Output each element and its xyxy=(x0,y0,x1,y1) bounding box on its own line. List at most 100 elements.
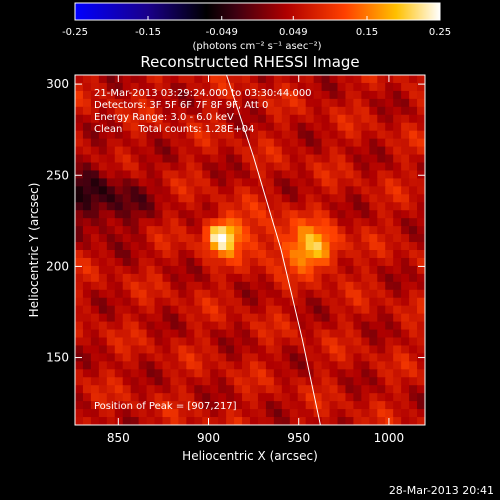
heatmap-cell xyxy=(162,361,172,370)
heatmap-cell xyxy=(210,122,219,132)
heatmap-cell xyxy=(178,130,187,140)
heatmap-cell xyxy=(75,409,84,418)
heatmap-cell xyxy=(226,321,235,331)
heatmap-cell xyxy=(313,130,323,140)
heatmap-cell xyxy=(154,273,164,283)
heatmap-cell xyxy=(114,401,124,410)
heatmap-cell xyxy=(250,98,259,108)
heatmap-cell xyxy=(305,194,315,203)
heatmap-cell xyxy=(329,82,339,92)
heatmap-cell xyxy=(393,321,402,331)
heatmap-cell xyxy=(345,289,355,299)
heatmap-cell xyxy=(226,202,235,211)
heatmap-cell xyxy=(210,170,219,180)
heatmap-cell xyxy=(321,178,331,187)
heatmap-cell xyxy=(122,313,132,323)
heatmap-cell xyxy=(202,305,211,315)
heatmap-cell xyxy=(409,210,418,219)
heatmap-cell xyxy=(122,170,132,180)
heatmap-cell xyxy=(106,361,116,370)
heatmap-cell xyxy=(170,401,180,410)
heatmap-cell xyxy=(194,257,203,267)
heatmap-cell xyxy=(82,75,92,84)
heatmap-cell xyxy=(226,130,235,140)
heatmap-cell xyxy=(90,361,100,370)
heatmap-cell xyxy=(218,321,227,331)
heatmap-cell xyxy=(369,82,378,92)
heatmap-cell xyxy=(114,178,124,187)
heatmap-cell xyxy=(401,130,410,140)
heatmap-cell xyxy=(138,202,148,211)
heatmap-cell xyxy=(257,377,267,386)
heatmap-cell xyxy=(234,218,243,227)
heatmap-cell xyxy=(90,242,100,251)
heatmap-cell xyxy=(82,393,92,402)
heatmap-cell xyxy=(289,146,299,156)
heatmap-cell xyxy=(361,90,370,100)
heatmap-cell xyxy=(337,250,347,259)
heatmap-cell xyxy=(289,321,299,331)
heatmap-cell xyxy=(90,257,100,267)
heatmap-cell xyxy=(329,297,339,307)
heatmap-cell xyxy=(353,98,362,108)
heatmap-cell xyxy=(138,154,148,164)
heatmap-cell xyxy=(313,401,323,410)
heatmap-cell xyxy=(305,305,315,315)
heatmap-cell xyxy=(345,409,355,418)
heatmap-cell xyxy=(289,385,299,394)
heatmap-cell xyxy=(369,130,378,140)
heatmap-cell xyxy=(257,313,267,323)
heatmap-cell xyxy=(234,250,243,259)
heatmap-cell xyxy=(369,321,378,331)
heatmap-cell xyxy=(329,162,339,172)
heatmap-cell xyxy=(281,401,291,410)
heatmap-cell xyxy=(305,257,315,267)
heatmap-cell xyxy=(417,178,425,187)
heatmap-cell xyxy=(393,353,402,362)
heatmap-cell xyxy=(281,162,291,172)
heatmap-cell xyxy=(218,377,227,386)
heatmap-cell xyxy=(90,409,100,418)
heatmap-cell xyxy=(122,329,132,339)
heatmap-cell xyxy=(353,234,362,243)
heatmap-cell xyxy=(345,75,355,84)
heatmap-cell xyxy=(90,377,100,386)
heatmap-cell xyxy=(273,417,283,425)
heatmap-cell xyxy=(369,281,378,291)
heatmap-cell xyxy=(122,146,132,156)
heatmap-cell xyxy=(321,329,331,339)
heatmap-cell xyxy=(377,345,386,355)
heatmap-cell xyxy=(369,409,378,418)
heatmap-cell xyxy=(218,114,227,124)
heatmap-cell xyxy=(234,122,243,132)
heatmap-cell xyxy=(194,154,203,164)
heatmap-cell xyxy=(114,345,124,355)
heatmap-cell xyxy=(361,122,370,132)
heatmap-cell xyxy=(329,401,339,410)
heatmap-cell xyxy=(289,409,299,418)
heatmap-cell xyxy=(242,273,251,283)
heatmap-cell xyxy=(329,377,339,386)
heatmap-cell xyxy=(138,218,148,227)
heatmap-cell xyxy=(98,313,108,323)
heatmap-cell xyxy=(162,234,172,243)
heatmap-cell xyxy=(226,170,235,180)
heatmap-cell xyxy=(114,242,124,251)
heatmap-cell xyxy=(401,321,410,331)
heatmap-cell xyxy=(226,250,235,259)
heatmap-cell xyxy=(75,194,84,203)
heatmap-cell xyxy=(250,106,259,116)
heatmap-cell xyxy=(353,289,362,299)
heatmap-cell xyxy=(377,154,386,164)
heatmap-cell xyxy=(154,226,164,235)
heatmap-cell xyxy=(377,369,386,378)
heatmap-cell xyxy=(242,114,251,124)
heatmap-cell xyxy=(321,417,331,425)
heatmap-cell xyxy=(337,273,347,283)
heatmap-cell xyxy=(321,130,331,140)
heatmap-cell xyxy=(186,82,195,92)
heatmap-cell xyxy=(162,82,172,92)
heatmap-cell xyxy=(289,170,299,180)
heatmap-cell xyxy=(345,186,355,195)
heatmap-cell xyxy=(305,162,315,172)
